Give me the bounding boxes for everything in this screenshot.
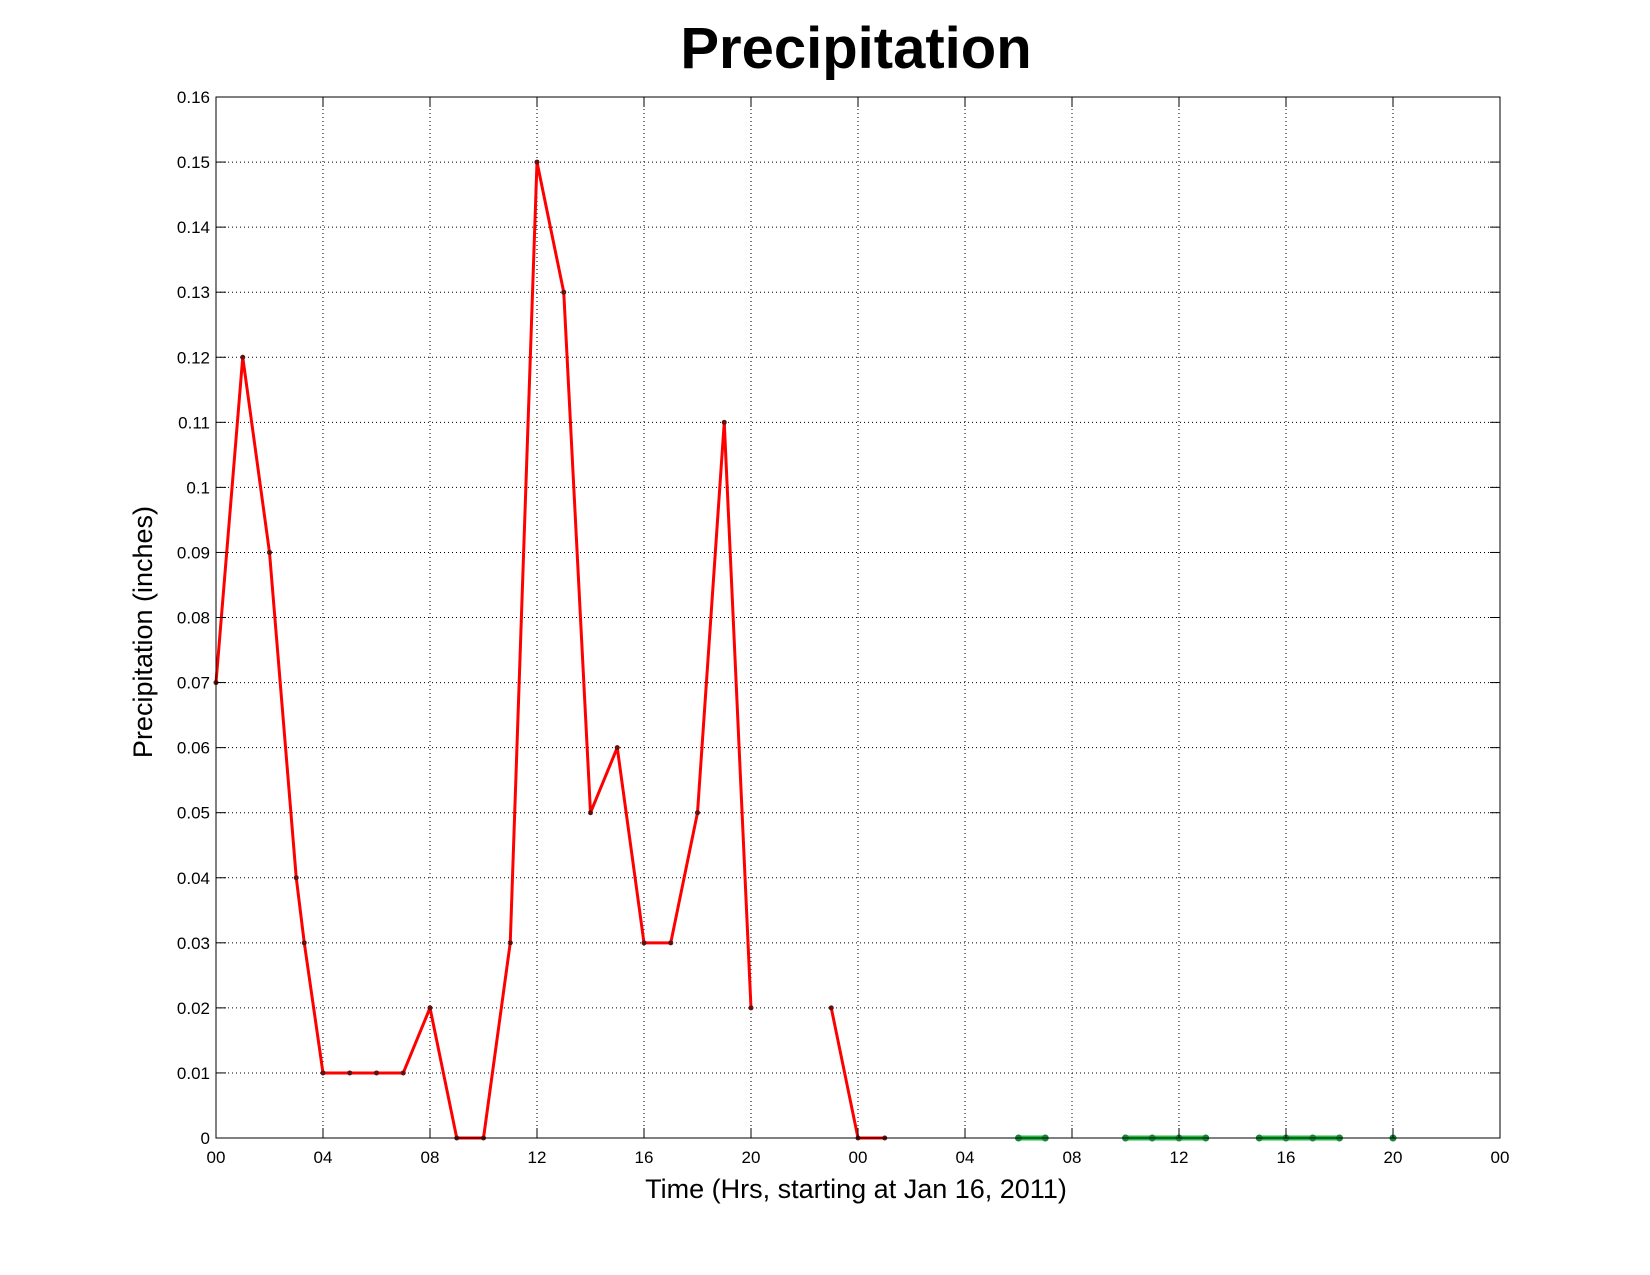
y-tick-label: 0.03 xyxy=(177,934,210,953)
y-tick-label: 0.05 xyxy=(177,804,210,823)
x-tick-label: 20 xyxy=(1384,1148,1403,1167)
y-tick-label: 0.07 xyxy=(177,674,210,693)
data-point xyxy=(561,289,567,295)
y-tick-label: 0 xyxy=(201,1129,210,1148)
data-point xyxy=(695,810,700,816)
y-axis-label: Precipitation (inches) xyxy=(128,506,158,758)
x-tick-label: 04 xyxy=(956,1148,975,1167)
y-tick-label: 0.14 xyxy=(177,218,210,237)
y-tick-label: 0.1 xyxy=(186,478,210,497)
x-tick-label: 12 xyxy=(528,1148,547,1167)
y-tick-label: 0.09 xyxy=(177,543,210,562)
y-tick-label: 0.12 xyxy=(177,348,210,367)
axis-ticks: 0 0.01 0.02 0.03 0.04 0.05 0.06 0.07 0.08 0.09 0.1… xyxy=(177,88,1510,1167)
data-point xyxy=(240,354,246,360)
x-tick-label: 00 xyxy=(849,1148,868,1167)
data-point xyxy=(347,1070,353,1076)
y-tick-label: 0.02 xyxy=(177,999,210,1018)
y-tick-label: 0.15 xyxy=(177,153,210,172)
data-point xyxy=(614,745,620,751)
data-point xyxy=(507,940,513,946)
x-tick-label: 16 xyxy=(1277,1148,1296,1167)
data-point xyxy=(641,940,647,946)
data-point xyxy=(534,159,540,165)
series-1 xyxy=(213,159,888,1141)
x-tick-label: 08 xyxy=(1063,1148,1082,1167)
data-point xyxy=(427,1005,433,1011)
x-tick-label: 20 xyxy=(742,1148,761,1167)
x-tick-label: 16 xyxy=(635,1148,654,1167)
y-tick-label: 0.13 xyxy=(177,283,210,302)
chart-title: Precipitation xyxy=(680,16,1031,81)
y-tick-label: 0.04 xyxy=(177,869,210,888)
data-point xyxy=(267,549,272,555)
data-point xyxy=(374,1070,379,1076)
data-point xyxy=(400,1070,406,1076)
x-tick-label: 00 xyxy=(1491,1148,1510,1167)
y-tick-label: 0.16 xyxy=(177,88,210,107)
data-point xyxy=(668,940,674,946)
data-series xyxy=(213,159,1397,1142)
x-axis-label: Time (Hrs, starting at Jan 16, 2011) xyxy=(645,1174,1067,1204)
y-tick-label: 0.06 xyxy=(177,739,210,758)
y-tick-label: 0.01 xyxy=(177,1064,210,1083)
x-tick-label: 04 xyxy=(314,1148,333,1167)
series-line xyxy=(214,160,753,1140)
data-point xyxy=(293,875,299,881)
data-point xyxy=(721,419,727,425)
y-tick-label: 0.11 xyxy=(178,413,210,432)
data-point xyxy=(588,810,593,816)
y-tick-label: 0.08 xyxy=(177,609,210,628)
data-point xyxy=(301,940,307,946)
data-point xyxy=(320,1070,326,1076)
data-point xyxy=(748,1005,754,1011)
grid-lines xyxy=(216,97,1500,1138)
x-tick-label: 12 xyxy=(1170,1148,1189,1167)
x-tick-label: 00 xyxy=(207,1148,226,1167)
data-point xyxy=(828,1005,834,1011)
x-tick-label: 08 xyxy=(421,1148,440,1167)
